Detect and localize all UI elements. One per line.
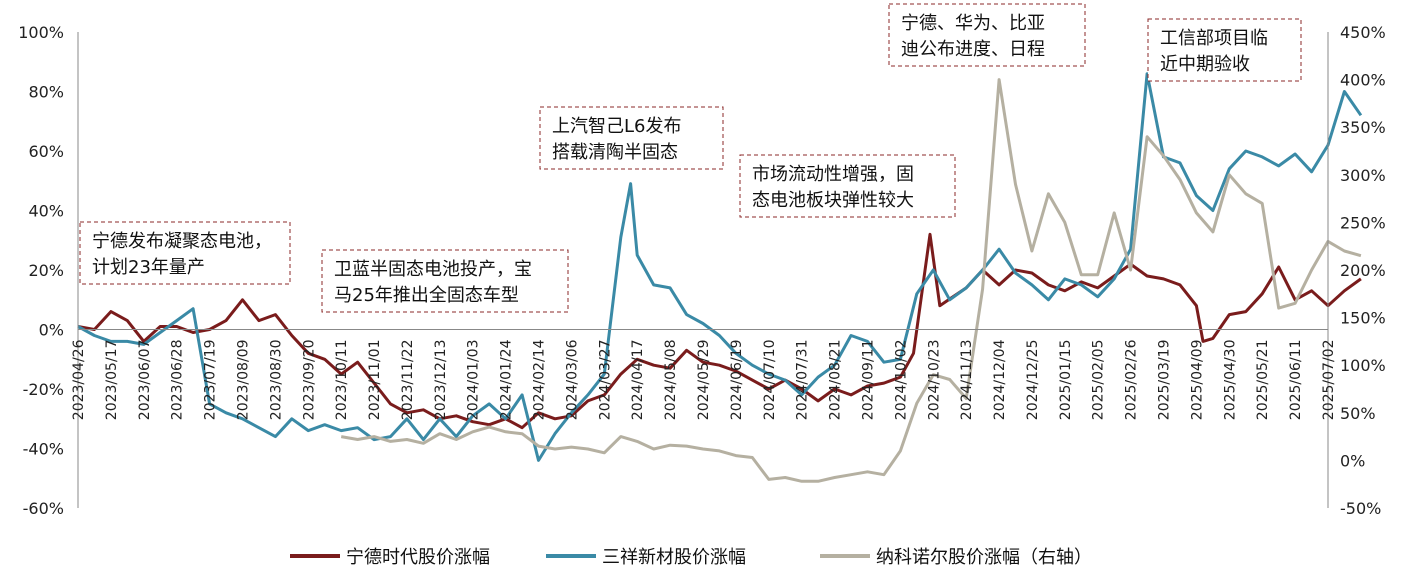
x-tick-label: 2023/09/20 — [301, 340, 317, 421]
x-tick-label: 2025/02/05 — [1091, 340, 1107, 421]
x-tick-label: 2023/08/30 — [268, 340, 284, 421]
x-tick-label: 2024/03/06 — [564, 339, 580, 420]
y2-tick-label: 300% — [1340, 166, 1386, 185]
y-tick-label: 20% — [28, 261, 64, 280]
annotation-box — [888, 3, 1086, 67]
y-tick-label: -20% — [23, 380, 64, 399]
x-tick-label: 2024/10/02 — [893, 340, 909, 421]
axes-layer: 100% 80% 60% 40% 20% 0% -20% -40% -60% 450% 400% 35… — [18, 23, 1386, 518]
annotation-text: 卫蓝半固态电池投产，宝 — [334, 259, 532, 280]
x-tick-label: 2024/04/17 — [630, 340, 646, 421]
x-tick-label: 2023/06/28 — [170, 340, 186, 421]
x-tick-label: 2024/06/19 — [729, 340, 745, 421]
x-tick-label: 2023/08/09 — [235, 340, 251, 421]
x-tick-label: 2025/01/15 — [1058, 340, 1074, 421]
x-tick-label: 2023/05/17 — [104, 340, 120, 421]
x-tick-label: 2024/03/27 — [597, 340, 613, 421]
x-tick-label: 2025/03/19 — [1157, 340, 1173, 421]
annotation-box — [739, 154, 956, 218]
x-tick-label: 2024/07/10 — [762, 340, 778, 421]
x-tick-label: 2023/11/22 — [400, 340, 416, 421]
y2-tick-label: -50% — [1340, 499, 1381, 518]
annotation-text: 宁德、华为、比亚 — [901, 13, 1045, 34]
annotation-box — [79, 221, 291, 285]
x-tick-label: 2023/06/07 — [137, 340, 153, 421]
x-tick-label: 2024/07/31 — [795, 340, 811, 421]
x-tick-label: 2024/10/23 — [926, 340, 942, 421]
annotation-text: 近中期验收 — [1160, 54, 1250, 75]
x-tick-label: 2025/07/02 — [1321, 340, 1337, 421]
y-tick-label: -40% — [23, 440, 64, 459]
x-tick-label: 2024/05/08 — [663, 340, 679, 421]
x-tick-label: 2024/01/03 — [466, 339, 482, 420]
x-tick-label: 2023/11/01 — [367, 340, 383, 421]
x-tick-label: 2024/08/21 — [828, 340, 844, 421]
legend-label: 三祥新材股价涨幅 — [602, 547, 746, 568]
annotation-text: 上汽智己L6发布 — [552, 116, 681, 137]
y2-tick-label: 100% — [1340, 356, 1386, 375]
legend-label: 宁德时代股价涨幅 — [346, 547, 490, 568]
annotation-box — [321, 249, 569, 313]
y-tick-label: 100% — [18, 23, 64, 42]
y2-tick-label: 0% — [1340, 451, 1365, 470]
annotation-text: 宁德发布凝聚态电池， — [92, 231, 272, 252]
annotation-text: 市场流动性增强，固 — [752, 164, 914, 185]
y2-tick-label: 250% — [1340, 213, 1386, 232]
y2-tick-label: 450% — [1340, 23, 1386, 42]
x-tick-label: 2023/07/19 — [203, 340, 219, 421]
x-tick-label: 2025/04/30 — [1222, 340, 1238, 421]
series-line-1 — [77, 232, 1362, 430]
y2-tick-label: 350% — [1340, 118, 1386, 137]
annotation-box — [539, 106, 724, 170]
y2-tick-label: 200% — [1340, 261, 1386, 280]
annotation-text: 马25年推出全固态车型 — [334, 285, 519, 306]
annotation-box — [1147, 18, 1302, 82]
annotation-text: 计划23年量产 — [92, 257, 205, 278]
y-tick-label: 60% — [28, 142, 64, 161]
x-tick-label: 2023/12/13 — [433, 340, 449, 421]
y-tick-label: 80% — [28, 83, 64, 102]
legend: 宁德时代股价涨幅 三祥新材股价涨幅 纳科诺尔股价涨幅（右轴） — [290, 547, 1092, 568]
x-tick-label: 2024/09/11 — [860, 340, 876, 421]
y-tick-label: -60% — [23, 499, 64, 518]
x-tick-label: 2025/02/26 — [1124, 339, 1140, 420]
x-tick-label: 2024/12/25 — [1025, 340, 1041, 421]
x-tick-label: 2025/06/11 — [1288, 340, 1304, 421]
y2-tick-label: 50% — [1340, 404, 1376, 423]
x-tick-label: 2024/11/13 — [959, 340, 975, 421]
y2-tick-label: 400% — [1340, 71, 1386, 90]
x-tick-label: 2023/10/11 — [334, 340, 350, 421]
annotation-text: 态电池板块弹性较大 — [752, 190, 914, 211]
x-tick-label: 2024/01/24 — [499, 339, 515, 420]
legend-label: 纳科诺尔股价涨幅（右轴） — [876, 547, 1092, 568]
x-tick-label: 2025/05/21 — [1255, 340, 1271, 421]
x-tick-label: 2024/12/04 — [992, 339, 1008, 420]
annotation-text: 迪公布进度、日程 — [901, 39, 1045, 60]
x-tick-label: 2024/05/29 — [696, 340, 712, 421]
y-tick-label: 0% — [39, 321, 64, 340]
annotation-text: 搭载清陶半固态 — [552, 142, 678, 163]
y2-tick-label: 150% — [1340, 309, 1386, 328]
series-line-3 — [340, 78, 1362, 483]
y-tick-label: 40% — [28, 202, 64, 221]
x-tick-label: 2023/04/26 — [71, 339, 87, 420]
x-tick-label: 2024/02/14 — [532, 339, 548, 420]
annotation-text: 工信部项目临 — [1160, 28, 1268, 49]
x-tick-label: 2025/04/09 — [1189, 340, 1205, 421]
